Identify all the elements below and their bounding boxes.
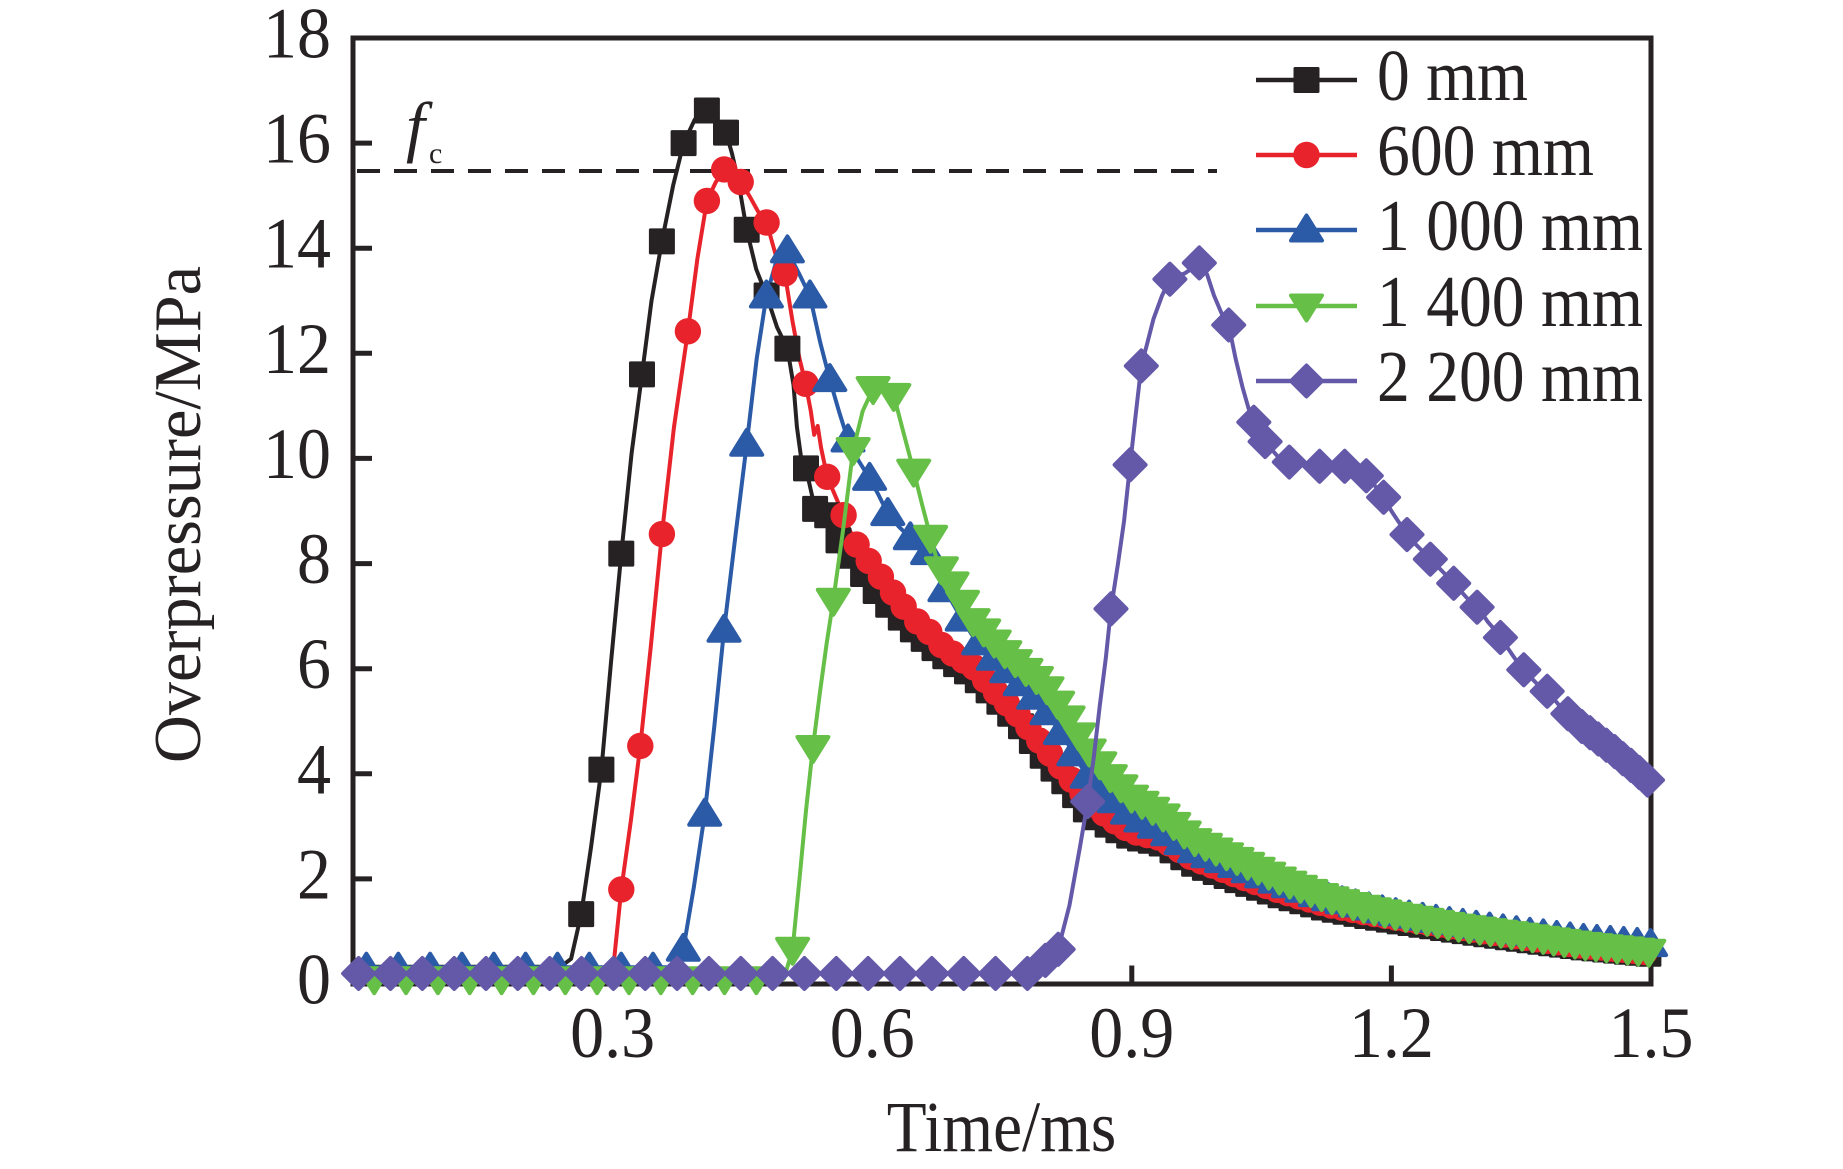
- svg-text:600 mm: 600 mm: [1377, 110, 1594, 191]
- svg-text:6: 6: [297, 624, 331, 704]
- svg-text:2 200 mm: 2 200 mm: [1377, 336, 1643, 417]
- svg-text:1 400 mm: 1 400 mm: [1377, 261, 1643, 342]
- svg-text:0.9: 0.9: [1089, 993, 1174, 1073]
- svg-text:0.3: 0.3: [570, 993, 655, 1073]
- svg-text:10: 10: [263, 414, 331, 494]
- svg-text:2: 2: [297, 834, 331, 914]
- svg-text:1 000 mm: 1 000 mm: [1377, 185, 1643, 266]
- svg-text:0.6: 0.6: [830, 993, 915, 1073]
- svg-text:8: 8: [297, 519, 331, 599]
- svg-text:c: c: [429, 137, 442, 170]
- svg-text:4: 4: [297, 729, 331, 809]
- svg-text:0 mm: 0 mm: [1377, 35, 1528, 116]
- svg-text:1.2: 1.2: [1349, 993, 1434, 1073]
- svg-text:14: 14: [263, 204, 331, 284]
- svg-text:1.5: 1.5: [1609, 993, 1694, 1073]
- svg-text:0: 0: [297, 940, 331, 1020]
- svg-text:16: 16: [263, 99, 331, 179]
- svg-text:18: 18: [263, 0, 331, 74]
- svg-text:Time/ms: Time/ms: [887, 1087, 1117, 1167]
- svg-text:Overpressure/MPa: Overpressure/MPa: [141, 266, 215, 763]
- svg-text:12: 12: [263, 309, 331, 389]
